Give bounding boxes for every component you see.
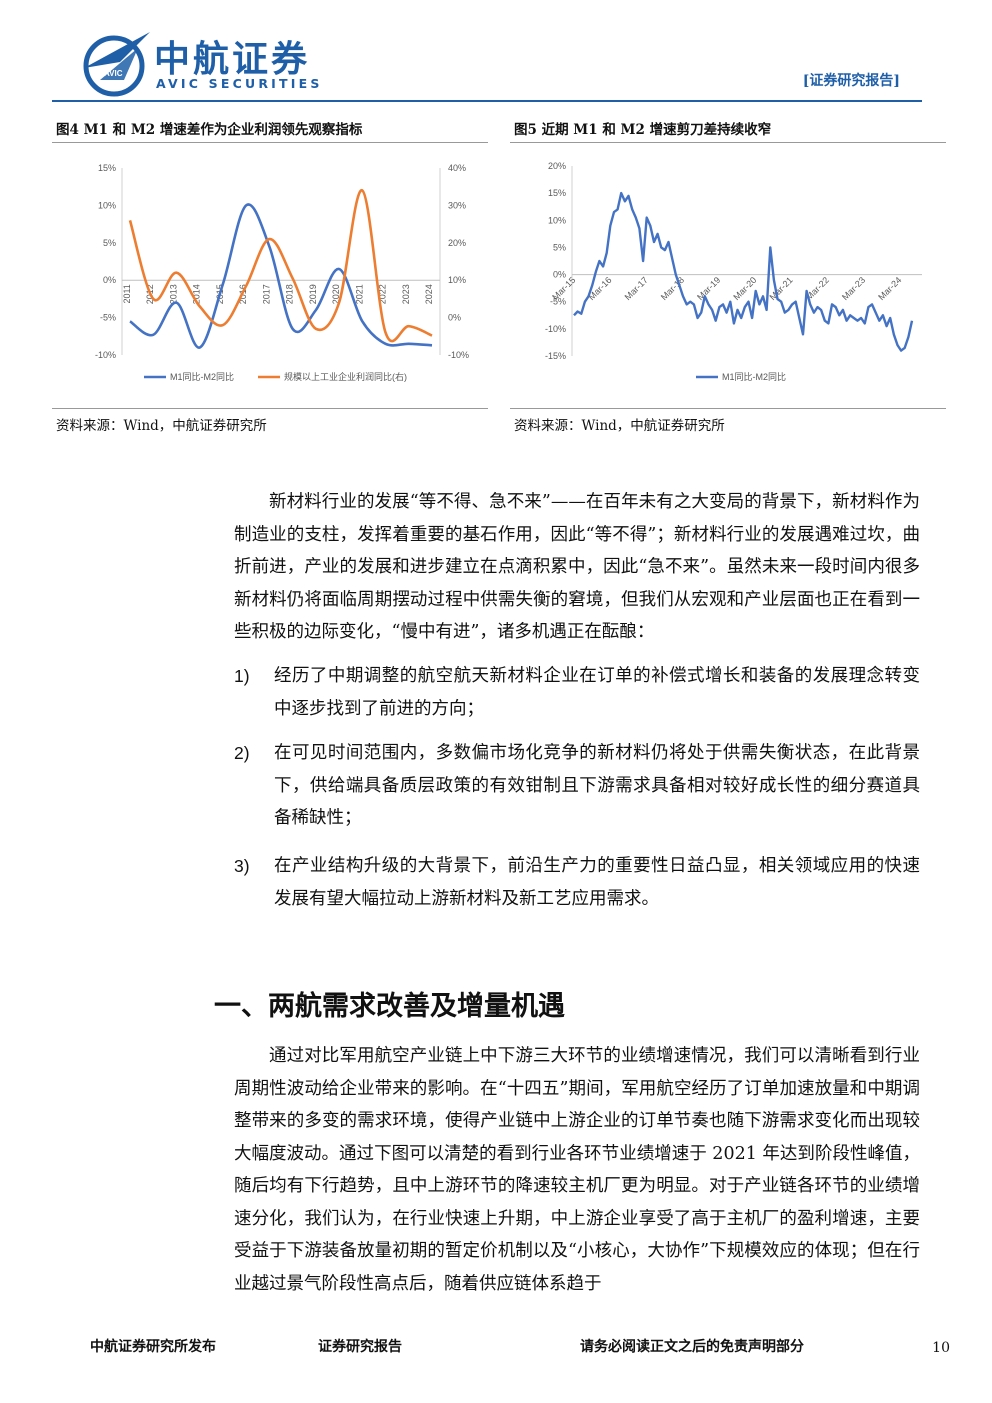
y-tick-label: 20% [548, 161, 566, 171]
x-tick-label: 2021 [354, 284, 364, 304]
m1-m2-series-line [129, 203, 433, 349]
x-tick-label: 2018 [285, 284, 295, 304]
figure5-chart: 20%15%10%5%0%-5%-10%-15%Mar-15 Mar-16 Mar-… [545, 161, 922, 382]
x-tick-label: Mar-23 [840, 275, 867, 302]
x-tick-label: 2020 [331, 284, 341, 304]
y-right-tick-label: 20% [448, 238, 466, 248]
y-right-tick-label: 0% [448, 313, 461, 323]
y-right-tick-label: 10% [448, 275, 466, 285]
paragraph-1-text: 新材料行业的发展“等不得、急不来”——在百年未有之大变局的背景下，新材料作为制造… [234, 492, 920, 642]
figure5-bottom-rule [510, 408, 946, 409]
x-tick-label: Mar-19 [695, 275, 722, 302]
y-right-tick-label: -10% [448, 350, 469, 360]
figure4-bottom-rule [52, 408, 488, 409]
legend-label: M1同比-M2同比 [722, 371, 786, 382]
x-tick-label: Mar-18 [659, 275, 686, 302]
list-item-1-number: 1) [234, 666, 250, 686]
x-tick-label: 2023 [401, 284, 411, 304]
x-tick-label: 2011 [122, 284, 132, 303]
figure4-chart: 15% 10% 5% 0% -5% -10% 40% 30% 20% 10% 0% -10% 2011 2… [95, 163, 469, 382]
emblem-text: AVIC [104, 69, 123, 78]
x-tick-label: 2022 [378, 284, 388, 304]
paragraph-2-text: 通过对比军用航空产业链上中下游三大环节的业绩增速情况，我们可以清晰看到行业周期性… [234, 1046, 920, 1294]
paragraph-1: 新材料行业的发展“等不得、急不来”——在百年未有之大变局的背景下，新材料作为制造… [234, 486, 920, 649]
m1-m2-series-line [573, 191, 914, 352]
figure4-top-rule [52, 142, 488, 143]
x-tick-label: 2019 [308, 284, 318, 304]
y-left-tick-label: 5% [103, 238, 116, 248]
y-tick-label: 5% [553, 242, 566, 252]
x-tick-label: Mar-24 [876, 275, 903, 302]
y-tick-label: 10% [548, 215, 566, 225]
page-number: 10 [932, 1340, 950, 1356]
list-item-3-number: 3) [234, 856, 250, 876]
footer-publisher: 中航证券研究所发布 [90, 1339, 216, 1355]
x-tick-label: 2014 [192, 284, 202, 304]
figure5-top-rule [510, 142, 946, 143]
list-item-2-number: 2) [234, 743, 250, 763]
avic-emblem-icon: AVIC [83, 32, 150, 97]
paragraph-2: 通过对比军用航空产业链上中下游三大环节的业绩增速情况，我们可以清晰看到行业周期性… [234, 1040, 920, 1300]
y-right-tick-label: 30% [448, 200, 466, 210]
x-tick-label: Mar-17 [623, 275, 650, 302]
figure5-source: 资料来源：Wind，中航证券研究所 [514, 418, 725, 434]
logo-subtitle: AVIC SECURITIES [156, 76, 323, 91]
list-item-1-text: 经历了中期调整的航空航天新材料企业在订单的补偿式增长和装备的发展理念转变中逐步找… [274, 666, 920, 719]
y-left-tick-label: -10% [95, 350, 116, 360]
y-tick-label: -15% [545, 351, 566, 361]
y-left-tick-label: 15% [98, 163, 116, 173]
y-tick-label: -5% [550, 297, 566, 307]
x-tick-label: 2017 [261, 284, 271, 304]
y-left-tick-label: 0% [103, 275, 116, 285]
footer-report-type: 证券研究报告 [318, 1339, 402, 1355]
y-left-tick-label: 10% [98, 200, 116, 210]
section-heading: 一、两航需求改善及增量机遇 [214, 991, 565, 1022]
header-divider [52, 100, 922, 102]
list-item-3-text: 在产业结构升级的大背景下，前沿生产力的重要性日益凸显，相关领域应用的快速发展有望… [274, 856, 920, 909]
report-tag: [证券研究报告] [802, 73, 900, 89]
x-tick-label: Mar-21 [768, 275, 795, 302]
logo: AVIC 中航证券 AVIC SECURITIES [80, 28, 350, 98]
profit-series-line [128, 189, 433, 343]
footer-disclaimer-link[interactable]: 请务必阅读正文之后的免责声明部分 [580, 1339, 804, 1355]
y-tick-label: -10% [545, 324, 566, 334]
legend-label: M1同比-M2同比 [170, 371, 234, 382]
x-tick-label: 2024 [424, 284, 434, 304]
x-tick-label: 2013 [168, 284, 178, 304]
y-tick-label: 15% [548, 188, 566, 198]
y-tick-label: 0% [553, 270, 566, 280]
figure4-source: 资料来源：Wind，中航证券研究所 [56, 418, 267, 434]
figure4-caption: 图4 M1 和 M2 增速差作为企业利润领先观察指标 [56, 122, 363, 138]
legend-label: 规模以上工业企业利润同比(右) [284, 371, 407, 382]
logo-text: 中航证券 [154, 39, 311, 80]
figure5-caption: 图5 近期 M1 和 M2 增速剪刀差持续收窄 [514, 122, 772, 138]
list-item-2-text: 在可见时间范围内，多数偏市场化竞争的新材料仍将处于供需失衡状态，在此背景下，供给… [274, 743, 920, 828]
y-left-tick-label: -5% [100, 313, 116, 323]
y-right-tick-label: 40% [448, 163, 466, 173]
